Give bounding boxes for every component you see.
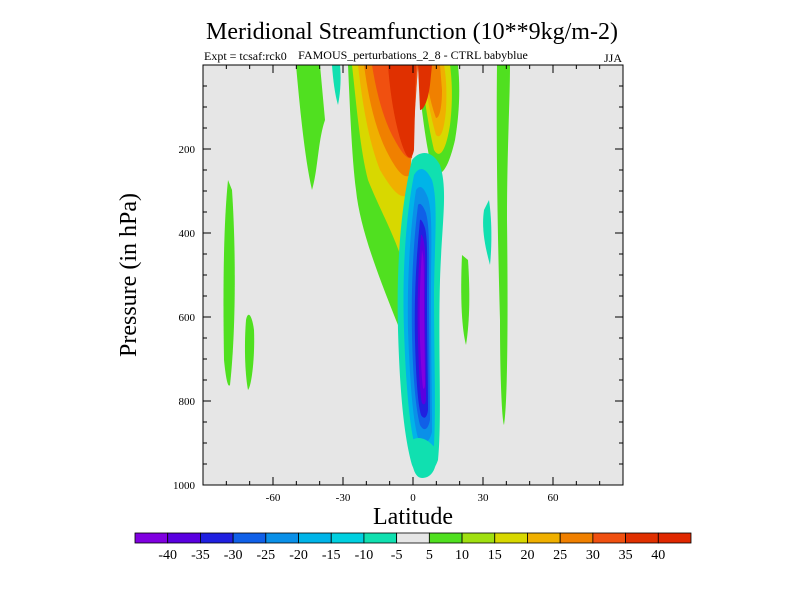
contour-nh-teal-band xyxy=(483,200,492,265)
colorbar-label: -5 xyxy=(391,548,403,563)
contour-neg-surface-teal xyxy=(411,438,437,478)
y-tick-label: 200 xyxy=(179,144,196,156)
x-tick-label: 60 xyxy=(548,492,560,504)
y-tick-label: 1000 xyxy=(173,480,196,492)
colorbar-label: -15 xyxy=(322,548,341,563)
plot-area xyxy=(202,64,624,486)
colorbar-swatch xyxy=(527,532,561,544)
x-tick-label: -30 xyxy=(336,492,351,504)
subtitle-right: JJA xyxy=(604,51,622,65)
colorbar-label: 40 xyxy=(651,548,665,563)
colorbar-swatch xyxy=(428,532,463,544)
colorbar-label: -35 xyxy=(191,548,210,563)
y-axis: 200 400 600 800 1000 xyxy=(173,85,623,492)
colorbar-swatch xyxy=(167,532,201,544)
colorbar-label: 30 xyxy=(586,548,600,563)
contour-sh-green-band-1 xyxy=(223,180,235,386)
y-axis-label: Pressure (in hPa) xyxy=(116,193,142,357)
colorbar-label: 25 xyxy=(553,548,567,563)
contour-nh-green-band-1 xyxy=(461,255,470,345)
contour-nh-pos-red xyxy=(418,65,432,110)
x-tick-label: -60 xyxy=(266,492,281,504)
colorbar-swatch xyxy=(265,532,299,544)
colorbar-label: 10 xyxy=(455,548,469,563)
colorbar-label: 20 xyxy=(520,548,534,563)
colorbar-label: -40 xyxy=(158,548,177,563)
colorbar-swatch xyxy=(657,532,692,544)
colorbar-label: 5 xyxy=(426,548,433,563)
contour-pos-red xyxy=(388,65,416,158)
colorbar-swatch xyxy=(559,532,594,544)
colorbar-label: -20 xyxy=(289,548,308,563)
colorbar-swatch xyxy=(494,532,528,544)
colorbar-swatch xyxy=(134,532,169,544)
colorbar-swatch xyxy=(363,532,398,544)
x-tick-label: 0 xyxy=(410,492,416,504)
y-tick-label: 600 xyxy=(179,312,196,324)
y-tick-label: 400 xyxy=(179,228,196,240)
x-tick-label: 30 xyxy=(478,492,490,504)
colorbar-swatch xyxy=(592,532,626,544)
x-axis: -60 -30 0 30 60 xyxy=(225,65,601,504)
colorbar-label: 35 xyxy=(619,548,633,563)
contour-nh-green-band-2 xyxy=(496,65,510,425)
colorbar-swatch xyxy=(461,532,496,544)
colorbar-swatch xyxy=(200,532,234,544)
colorbar-swatch xyxy=(232,532,267,544)
contour-teal-lobe xyxy=(332,65,341,105)
chart-title: Meridional Streamfunction (10**9kg/m-2) xyxy=(206,19,618,45)
colorbar-label: -30 xyxy=(224,548,243,563)
colorbar-swatch xyxy=(330,532,365,544)
colorbar-label: 15 xyxy=(488,548,502,563)
contour-neg-purple xyxy=(419,250,425,389)
contour-sh-green-band-2 xyxy=(244,314,255,390)
y-tick-label: 800 xyxy=(179,396,196,408)
subtitle-left: Expt = tcsaf:rck0 xyxy=(204,49,287,63)
colorbar-swatch xyxy=(298,532,332,544)
subtitle-center: FAMOUS_perturbations_2_8 - CTRL babyblue xyxy=(298,48,528,62)
colorbar-swatch xyxy=(625,532,659,544)
contour-green-lobe-1 xyxy=(296,65,325,190)
colorbar-swatch xyxy=(396,532,430,544)
colorbar: -40 -35 -30 -25 -20 -15 -10 -5 5 10 15 20 25 30 35 40 xyxy=(134,532,692,563)
colorbar-label: -25 xyxy=(256,548,275,563)
x-axis-label: Latitude xyxy=(373,504,453,530)
colorbar-label: -10 xyxy=(355,548,374,563)
